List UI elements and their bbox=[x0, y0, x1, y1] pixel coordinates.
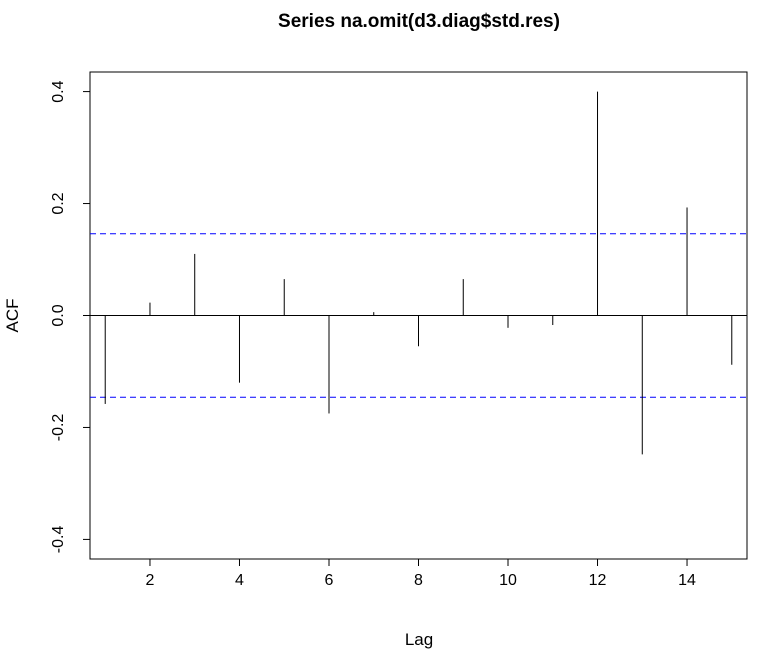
x-tick-label: 2 bbox=[146, 572, 155, 589]
x-tick-label: 4 bbox=[235, 572, 244, 589]
y-tick-label: -0.2 bbox=[50, 414, 67, 442]
x-axis-label: Lag bbox=[405, 630, 433, 649]
x-tick-label: 14 bbox=[678, 572, 696, 589]
x-tick-label: 10 bbox=[499, 572, 517, 589]
chart-title: Series na.omit(d3.diag$std.res) bbox=[278, 11, 560, 32]
x-tick-label: 8 bbox=[414, 572, 423, 589]
y-axis-label: ACF bbox=[3, 299, 22, 333]
x-tick-label: 6 bbox=[325, 572, 334, 589]
y-axis: -0.4 -0.2 0.0 0.2 0.4 bbox=[50, 80, 90, 553]
acf-spikes bbox=[104, 91, 733, 455]
x-tick-label: 12 bbox=[589, 572, 607, 589]
y-tick-label: 0.0 bbox=[50, 304, 67, 326]
x-axis: 2 4 6 8 10 12 14 bbox=[146, 559, 696, 589]
y-tick-label: 0.4 bbox=[50, 80, 67, 102]
y-tick-label: 0.2 bbox=[50, 192, 67, 214]
y-tick-label: -0.4 bbox=[50, 526, 67, 554]
